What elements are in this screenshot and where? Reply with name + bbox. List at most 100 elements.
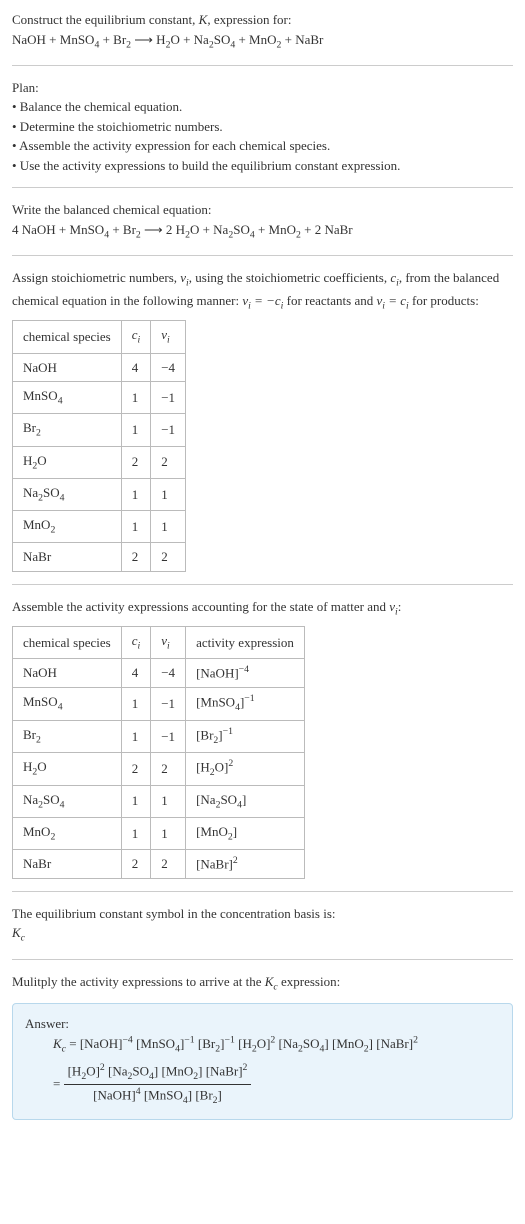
cell-activity: [Br2]−1 [186, 720, 305, 753]
assemble-text-b: : [398, 599, 402, 614]
equals: = [53, 1076, 64, 1091]
table-row: Na2SO411[Na2SO4] [13, 785, 305, 817]
cell-c: 1 [121, 510, 151, 542]
answer-fraction: [H2O]2 [Na2SO4] [MnO2] [NaBr]2 [NaOH]4 [… [64, 1061, 252, 1109]
cell-c: 2 [121, 753, 151, 786]
cell-species: MnSO4 [13, 687, 122, 720]
col-activity: activity expression [186, 626, 305, 658]
cell-activity: [Na2SO4] [186, 785, 305, 817]
plan-item: • Use the activity expressions to build … [12, 156, 513, 176]
cell-activity: [NaBr]2 [186, 850, 305, 879]
col-c: ci [121, 626, 151, 658]
stoich-table-1: chemical species ci νi NaOH4−4 MnSO41−1 … [12, 320, 186, 571]
cell-nu: −1 [151, 414, 186, 446]
table-row: NaOH4−4[NaOH]−4 [13, 659, 305, 688]
divider [12, 959, 513, 960]
cell-c: 1 [121, 720, 151, 753]
plan-block: Plan: • Balance the chemical equation. •… [12, 78, 513, 176]
cell-c: 1 [121, 478, 151, 510]
assign-text-a: Assign stoichiometric numbers, [12, 270, 180, 285]
table-row: NaBr22[NaBr]2 [13, 850, 305, 879]
assemble-text: Assemble the activity expressions accoun… [12, 597, 513, 620]
table-row: Na2SO411 [13, 478, 186, 510]
cell-nu: −4 [151, 659, 186, 688]
cell-c: 2 [121, 543, 151, 572]
kc-symbol: Kc [12, 923, 513, 946]
cell-nu: 2 [151, 543, 186, 572]
answer-line1: Kc = [NaOH]−4 [MnSO4]−1 [Br2]−1 [H2O]2 [… [25, 1033, 500, 1057]
cell-activity: [NaOH]−4 [186, 659, 305, 688]
table-row: Br21−1 [13, 414, 186, 446]
divider [12, 255, 513, 256]
intro-block: Construct the equilibrium constant, K, e… [12, 10, 513, 53]
cell-species: NaBr [13, 543, 122, 572]
kc-inline: Kc [265, 974, 278, 989]
nu-symbol: νi [389, 599, 398, 614]
kc-k: K [12, 925, 21, 940]
assign-text-e: for products: [409, 293, 479, 308]
col-nu: νi [151, 321, 186, 353]
kc-k: K [53, 1036, 62, 1051]
plan-item: • Assemble the activity expression for e… [12, 136, 513, 156]
cell-c: 1 [121, 414, 151, 446]
cell-species: NaOH [13, 353, 122, 382]
assemble-block: Assemble the activity expressions accoun… [12, 597, 513, 879]
assign-text: Assign stoichiometric numbers, νi, using… [12, 268, 513, 314]
fraction-numerator: [H2O]2 [Na2SO4] [MnO2] [NaBr]2 [64, 1061, 252, 1086]
table-row: H2O22 [13, 446, 186, 478]
cell-species: NaBr [13, 850, 122, 879]
table-row: NaOH4−4 [13, 353, 186, 382]
cell-c: 1 [121, 382, 151, 414]
cell-nu: −4 [151, 353, 186, 382]
multiply-text-a: Mulitply the activity expressions to arr… [12, 974, 265, 989]
cell-nu: 2 [151, 850, 186, 879]
assign-block: Assign stoichiometric numbers, νi, using… [12, 268, 513, 572]
table-row: MnO211[MnO2] [13, 817, 305, 849]
plan-item: • Determine the stoichiometric numbers. [12, 117, 513, 137]
cell-activity: [MnO2] [186, 817, 305, 849]
table-row: H2O22[H2O]2 [13, 753, 305, 786]
cell-nu: 1 [151, 785, 186, 817]
cell-c: 1 [121, 687, 151, 720]
divider [12, 584, 513, 585]
answer-expr-flat: = [NaOH]−4 [MnSO4]−1 [Br2]−1 [H2O]2 [Na2… [69, 1036, 418, 1051]
assign-text-b: , using the stoichiometric coefficients, [189, 270, 391, 285]
cell-nu: −1 [151, 720, 186, 753]
plan-heading: Plan: [12, 78, 513, 98]
cell-species: Na2SO4 [13, 785, 122, 817]
cell-nu: −1 [151, 687, 186, 720]
multiply-block: Mulitply the activity expressions to arr… [12, 972, 513, 1120]
col-species: chemical species [13, 626, 122, 658]
multiply-text: Mulitply the activity expressions to arr… [12, 972, 513, 995]
cell-species: MnO2 [13, 817, 122, 849]
answer-label: Answer: [25, 1014, 500, 1034]
answer-box: Answer: Kc = [NaOH]−4 [MnSO4]−1 [Br2]−1 … [12, 1003, 513, 1120]
cell-species: Na2SO4 [13, 478, 122, 510]
table-row: Br21−1[Br2]−1 [13, 720, 305, 753]
cell-nu: 2 [151, 446, 186, 478]
nu-symbol: νi [180, 270, 189, 285]
cell-c: 4 [121, 659, 151, 688]
cell-species: MnSO4 [13, 382, 122, 414]
cell-c: 1 [121, 785, 151, 817]
table-row: MnSO41−1 [13, 382, 186, 414]
col-nu: νi [151, 626, 186, 658]
table-row: MnO211 [13, 510, 186, 542]
table-row: NaBr22 [13, 543, 186, 572]
intro-text-a: Construct the equilibrium constant, [12, 12, 199, 27]
assemble-text-a: Assemble the activity expressions accoun… [12, 599, 389, 614]
cell-c: 2 [121, 446, 151, 478]
cell-species: H2O [13, 753, 122, 786]
rel1: νi = −ci [242, 293, 283, 308]
cell-nu: 1 [151, 510, 186, 542]
kc-symbol-block: The equilibrium constant symbol in the c… [12, 904, 513, 947]
col-species: chemical species [13, 321, 122, 353]
divider [12, 65, 513, 66]
assign-text-d: for reactants and [283, 293, 376, 308]
kc-lhs: Kc [53, 1036, 66, 1051]
divider [12, 187, 513, 188]
cell-activity: [MnSO4]−1 [186, 687, 305, 720]
balanced-equation: 4 NaOH + MnSO4 + Br2 ⟶ 2 H2O + Na2SO4 + … [12, 220, 513, 243]
kc-symbol-line: The equilibrium constant symbol in the c… [12, 904, 513, 924]
cell-c: 2 [121, 850, 151, 879]
